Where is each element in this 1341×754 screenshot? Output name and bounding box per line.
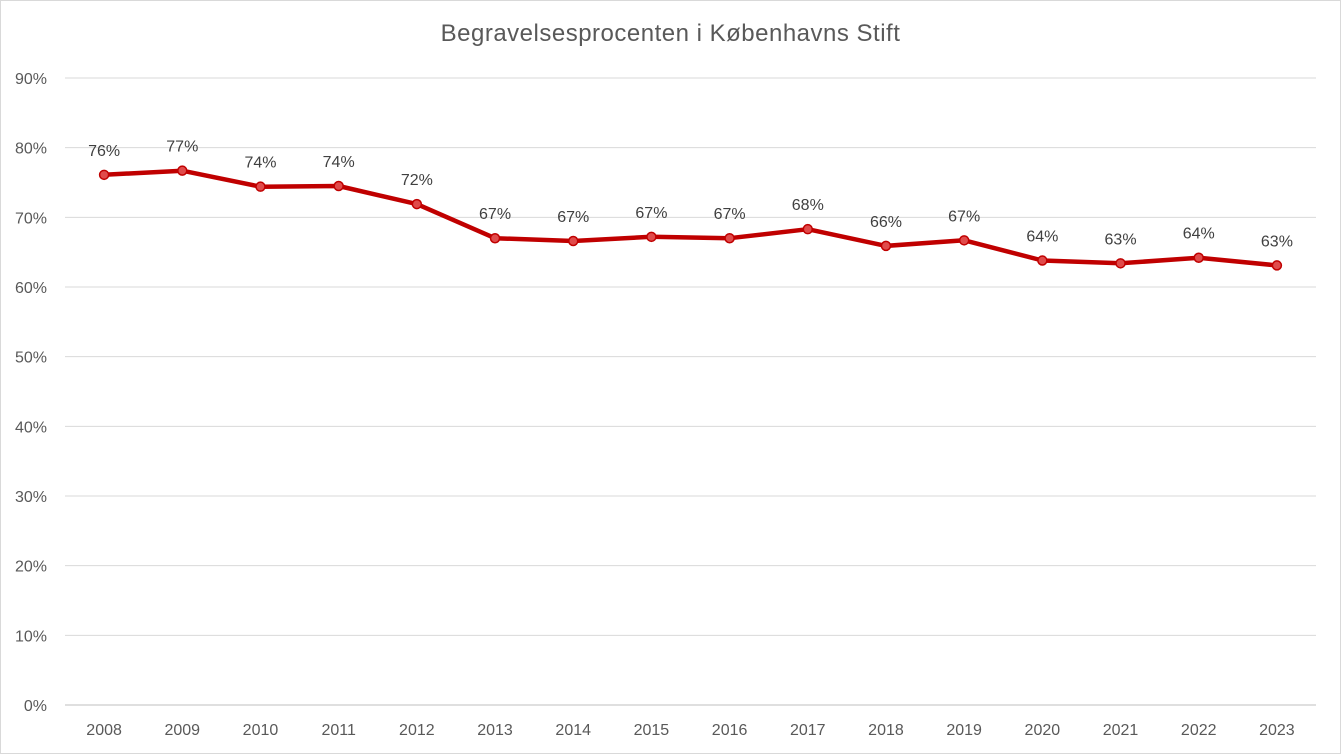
- data-point-marker: [958, 235, 970, 246]
- y-tick-label: 10%: [15, 628, 47, 645]
- y-tick-label: 20%: [15, 559, 47, 576]
- data-label: 66%: [870, 214, 902, 231]
- data-point-marker: [646, 231, 657, 243]
- x-tick-label: 2009: [164, 722, 200, 739]
- x-tick-label: 2016: [712, 722, 748, 739]
- data-point-marker: [98, 169, 110, 181]
- data-label: 67%: [557, 209, 589, 226]
- data-point-marker: [1037, 255, 1048, 266]
- data-label: 72%: [401, 172, 433, 189]
- x-tick-label: 2011: [321, 722, 356, 739]
- y-tick-label: 60%: [15, 280, 47, 297]
- x-tick-label: 2023: [1259, 722, 1295, 739]
- data-label: 64%: [1183, 226, 1215, 243]
- data-label: 74%: [323, 154, 355, 171]
- chart-title: Begravelsesprocenten i Københavns Stift: [440, 20, 901, 47]
- data-label: 76%: [88, 143, 120, 160]
- axes: 0% 10% 20% 30% 40% 50% 60% 70% 80% 90% 2008 2009 201…: [15, 71, 1316, 739]
- data-point-marker: [1271, 260, 1283, 271]
- x-tick-label: 2010: [243, 722, 279, 739]
- data-label: 64%: [1026, 229, 1058, 246]
- x-tick-label: 2018: [868, 722, 904, 739]
- x-tick-label: 2017: [790, 722, 826, 739]
- data-label: 63%: [1105, 231, 1137, 248]
- x-tick-label: 2019: [946, 722, 982, 739]
- x-tick-label: 2012: [399, 722, 435, 739]
- data-labels: 76% 77% 74% 74% 72% 67% 67% 67% 67% 68% 66% 67% 64% 6…: [88, 139, 1293, 251]
- data-label: 67%: [635, 205, 667, 222]
- y-tick-label: 0%: [24, 698, 47, 715]
- x-tick-label: 2015: [634, 722, 670, 739]
- data-label: 68%: [792, 197, 824, 214]
- data-point-marker: [1193, 252, 1204, 263]
- x-tick-label: 2020: [1025, 722, 1061, 739]
- data-point-marker: [802, 223, 814, 235]
- data-point-marker: [489, 232, 501, 244]
- markers: [98, 165, 1283, 271]
- data-point-marker: [333, 180, 344, 192]
- y-tick-label: 30%: [15, 489, 47, 506]
- data-label: 67%: [714, 206, 746, 223]
- y-tick-label: 40%: [15, 419, 47, 436]
- x-tick-label: 2013: [477, 722, 513, 739]
- data-label: 77%: [166, 139, 198, 156]
- gridlines: [65, 77, 1316, 706]
- data-point-marker: [880, 240, 892, 252]
- data-label: 63%: [1261, 233, 1293, 250]
- data-point-marker: [724, 232, 735, 244]
- series-line: [101, 168, 1280, 268]
- x-tick-label: 2021: [1103, 722, 1139, 739]
- x-tick-label: 2008: [86, 722, 122, 739]
- data-point-marker: [1115, 258, 1126, 269]
- data-label: 74%: [244, 155, 276, 172]
- data-point-marker: [567, 235, 579, 247]
- data-point-marker: [411, 198, 423, 210]
- x-tick-label: 2014: [555, 722, 591, 739]
- y-tick-label: 80%: [15, 141, 47, 158]
- x-tick-label: 2022: [1181, 722, 1217, 739]
- series-line-layer: [101, 168, 1280, 268]
- y-tick-label: 90%: [15, 71, 47, 88]
- data-label: 67%: [479, 206, 511, 223]
- y-tick-label: 50%: [15, 350, 47, 367]
- data-point-marker: [177, 165, 188, 176]
- data-point-marker: [255, 181, 266, 192]
- y-tick-label: 70%: [15, 210, 47, 227]
- data-label: 67%: [948, 208, 980, 225]
